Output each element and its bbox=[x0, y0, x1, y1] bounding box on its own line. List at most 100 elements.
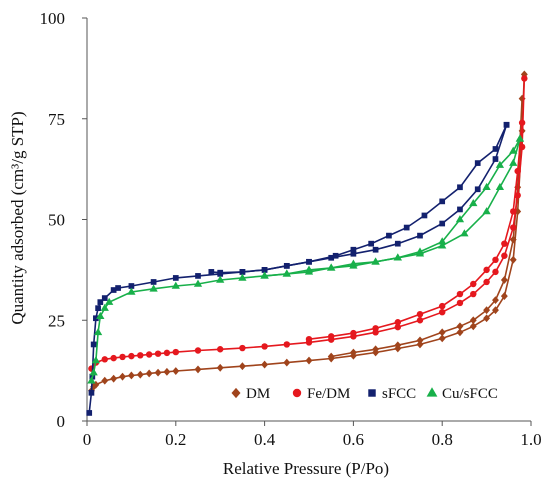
data-point bbox=[172, 348, 180, 356]
data-point bbox=[492, 268, 499, 276]
data-point bbox=[238, 273, 247, 281]
data-point bbox=[194, 365, 202, 374]
data-point bbox=[368, 240, 375, 247]
data-point bbox=[145, 351, 153, 358]
data-point bbox=[149, 284, 158, 292]
data-point bbox=[509, 146, 518, 154]
data-point bbox=[483, 314, 491, 323]
data-point bbox=[93, 327, 103, 336]
data-point bbox=[372, 345, 380, 354]
data-point bbox=[350, 329, 357, 337]
data-point bbox=[137, 352, 144, 359]
data-point bbox=[154, 350, 162, 357]
data-point bbox=[208, 269, 215, 275]
data-point bbox=[332, 252, 339, 259]
data-point bbox=[327, 333, 335, 340]
data-point bbox=[469, 322, 477, 331]
data-point bbox=[90, 341, 97, 348]
data-point bbox=[394, 341, 402, 350]
y-tick-label: 75 bbox=[48, 110, 65, 129]
data-point bbox=[127, 371, 135, 380]
data-point bbox=[216, 275, 225, 283]
data-point bbox=[163, 349, 171, 357]
data-point bbox=[500, 292, 508, 300]
data-point bbox=[372, 325, 379, 332]
data-point bbox=[87, 376, 96, 384]
data-point bbox=[327, 263, 336, 271]
axes: 0 25 50 75 100 0 0.2 0.4 0.6 0.8 1.0 bbox=[40, 9, 542, 449]
data-point bbox=[438, 328, 446, 337]
data-point bbox=[394, 323, 402, 331]
data-point bbox=[495, 160, 505, 168]
data-point bbox=[403, 224, 410, 231]
data-point bbox=[509, 158, 518, 166]
data-point bbox=[350, 246, 357, 253]
data-point bbox=[474, 186, 481, 193]
data-point bbox=[304, 267, 314, 275]
data-point bbox=[483, 266, 490, 274]
legend-label: Cu/sFCC bbox=[442, 386, 498, 402]
series-sfcc bbox=[86, 121, 510, 416]
data-point bbox=[97, 299, 104, 305]
data-point bbox=[171, 281, 180, 289]
data-point bbox=[193, 279, 203, 287]
x-tick-label: 0.4 bbox=[254, 430, 276, 449]
data-point bbox=[110, 354, 117, 362]
data-point bbox=[455, 215, 465, 223]
series-fe-dm bbox=[88, 75, 528, 372]
data-point bbox=[438, 237, 447, 245]
data-point bbox=[417, 232, 423, 239]
data-point bbox=[492, 256, 499, 264]
legend-marker bbox=[231, 387, 241, 399]
data-point bbox=[439, 198, 446, 205]
x-tick-label: 0.6 bbox=[343, 430, 364, 449]
data-point bbox=[421, 212, 428, 219]
data-point bbox=[474, 160, 481, 166]
series-dm bbox=[87, 70, 528, 395]
y-axis-title: Quantity adsorbed (cm³/g STP) bbox=[8, 111, 27, 324]
y-tick-label: 50 bbox=[48, 211, 65, 230]
data-point bbox=[394, 319, 402, 326]
data-point bbox=[350, 250, 357, 257]
data-point bbox=[327, 352, 335, 361]
data-point bbox=[239, 269, 246, 275]
data-point bbox=[482, 182, 491, 191]
data-point bbox=[91, 356, 101, 364]
data-point bbox=[260, 271, 269, 279]
data-point bbox=[510, 208, 517, 215]
data-point bbox=[509, 255, 517, 264]
data-point bbox=[438, 334, 446, 343]
data-point bbox=[500, 276, 508, 284]
data-point bbox=[261, 343, 268, 350]
data-point bbox=[101, 356, 108, 363]
y-tick-label: 0 bbox=[57, 412, 66, 431]
data-point bbox=[456, 328, 464, 337]
legend-item: sFCC bbox=[368, 386, 416, 402]
data-point bbox=[95, 305, 101, 312]
data-point bbox=[470, 280, 477, 288]
data-point bbox=[514, 207, 522, 216]
x-tick-label: 0 bbox=[83, 430, 92, 449]
data-point bbox=[93, 315, 99, 322]
data-point bbox=[438, 308, 446, 316]
data-point bbox=[194, 347, 202, 354]
data-point bbox=[110, 287, 117, 293]
data-point bbox=[394, 240, 401, 247]
data-point bbox=[101, 376, 109, 385]
data-point bbox=[416, 310, 424, 318]
y-tick-label: 100 bbox=[40, 9, 66, 28]
data-point bbox=[238, 362, 246, 371]
data-point bbox=[101, 295, 108, 301]
data-point bbox=[261, 360, 269, 369]
data-point bbox=[145, 369, 153, 378]
data-point bbox=[482, 207, 491, 215]
data-point bbox=[127, 287, 136, 295]
data-point bbox=[328, 254, 335, 261]
data-point bbox=[483, 278, 490, 286]
data-point bbox=[492, 146, 499, 152]
data-point bbox=[282, 269, 291, 277]
data-point bbox=[239, 344, 246, 352]
data-point bbox=[521, 75, 528, 82]
data-point bbox=[456, 322, 464, 331]
data-point bbox=[261, 267, 268, 273]
